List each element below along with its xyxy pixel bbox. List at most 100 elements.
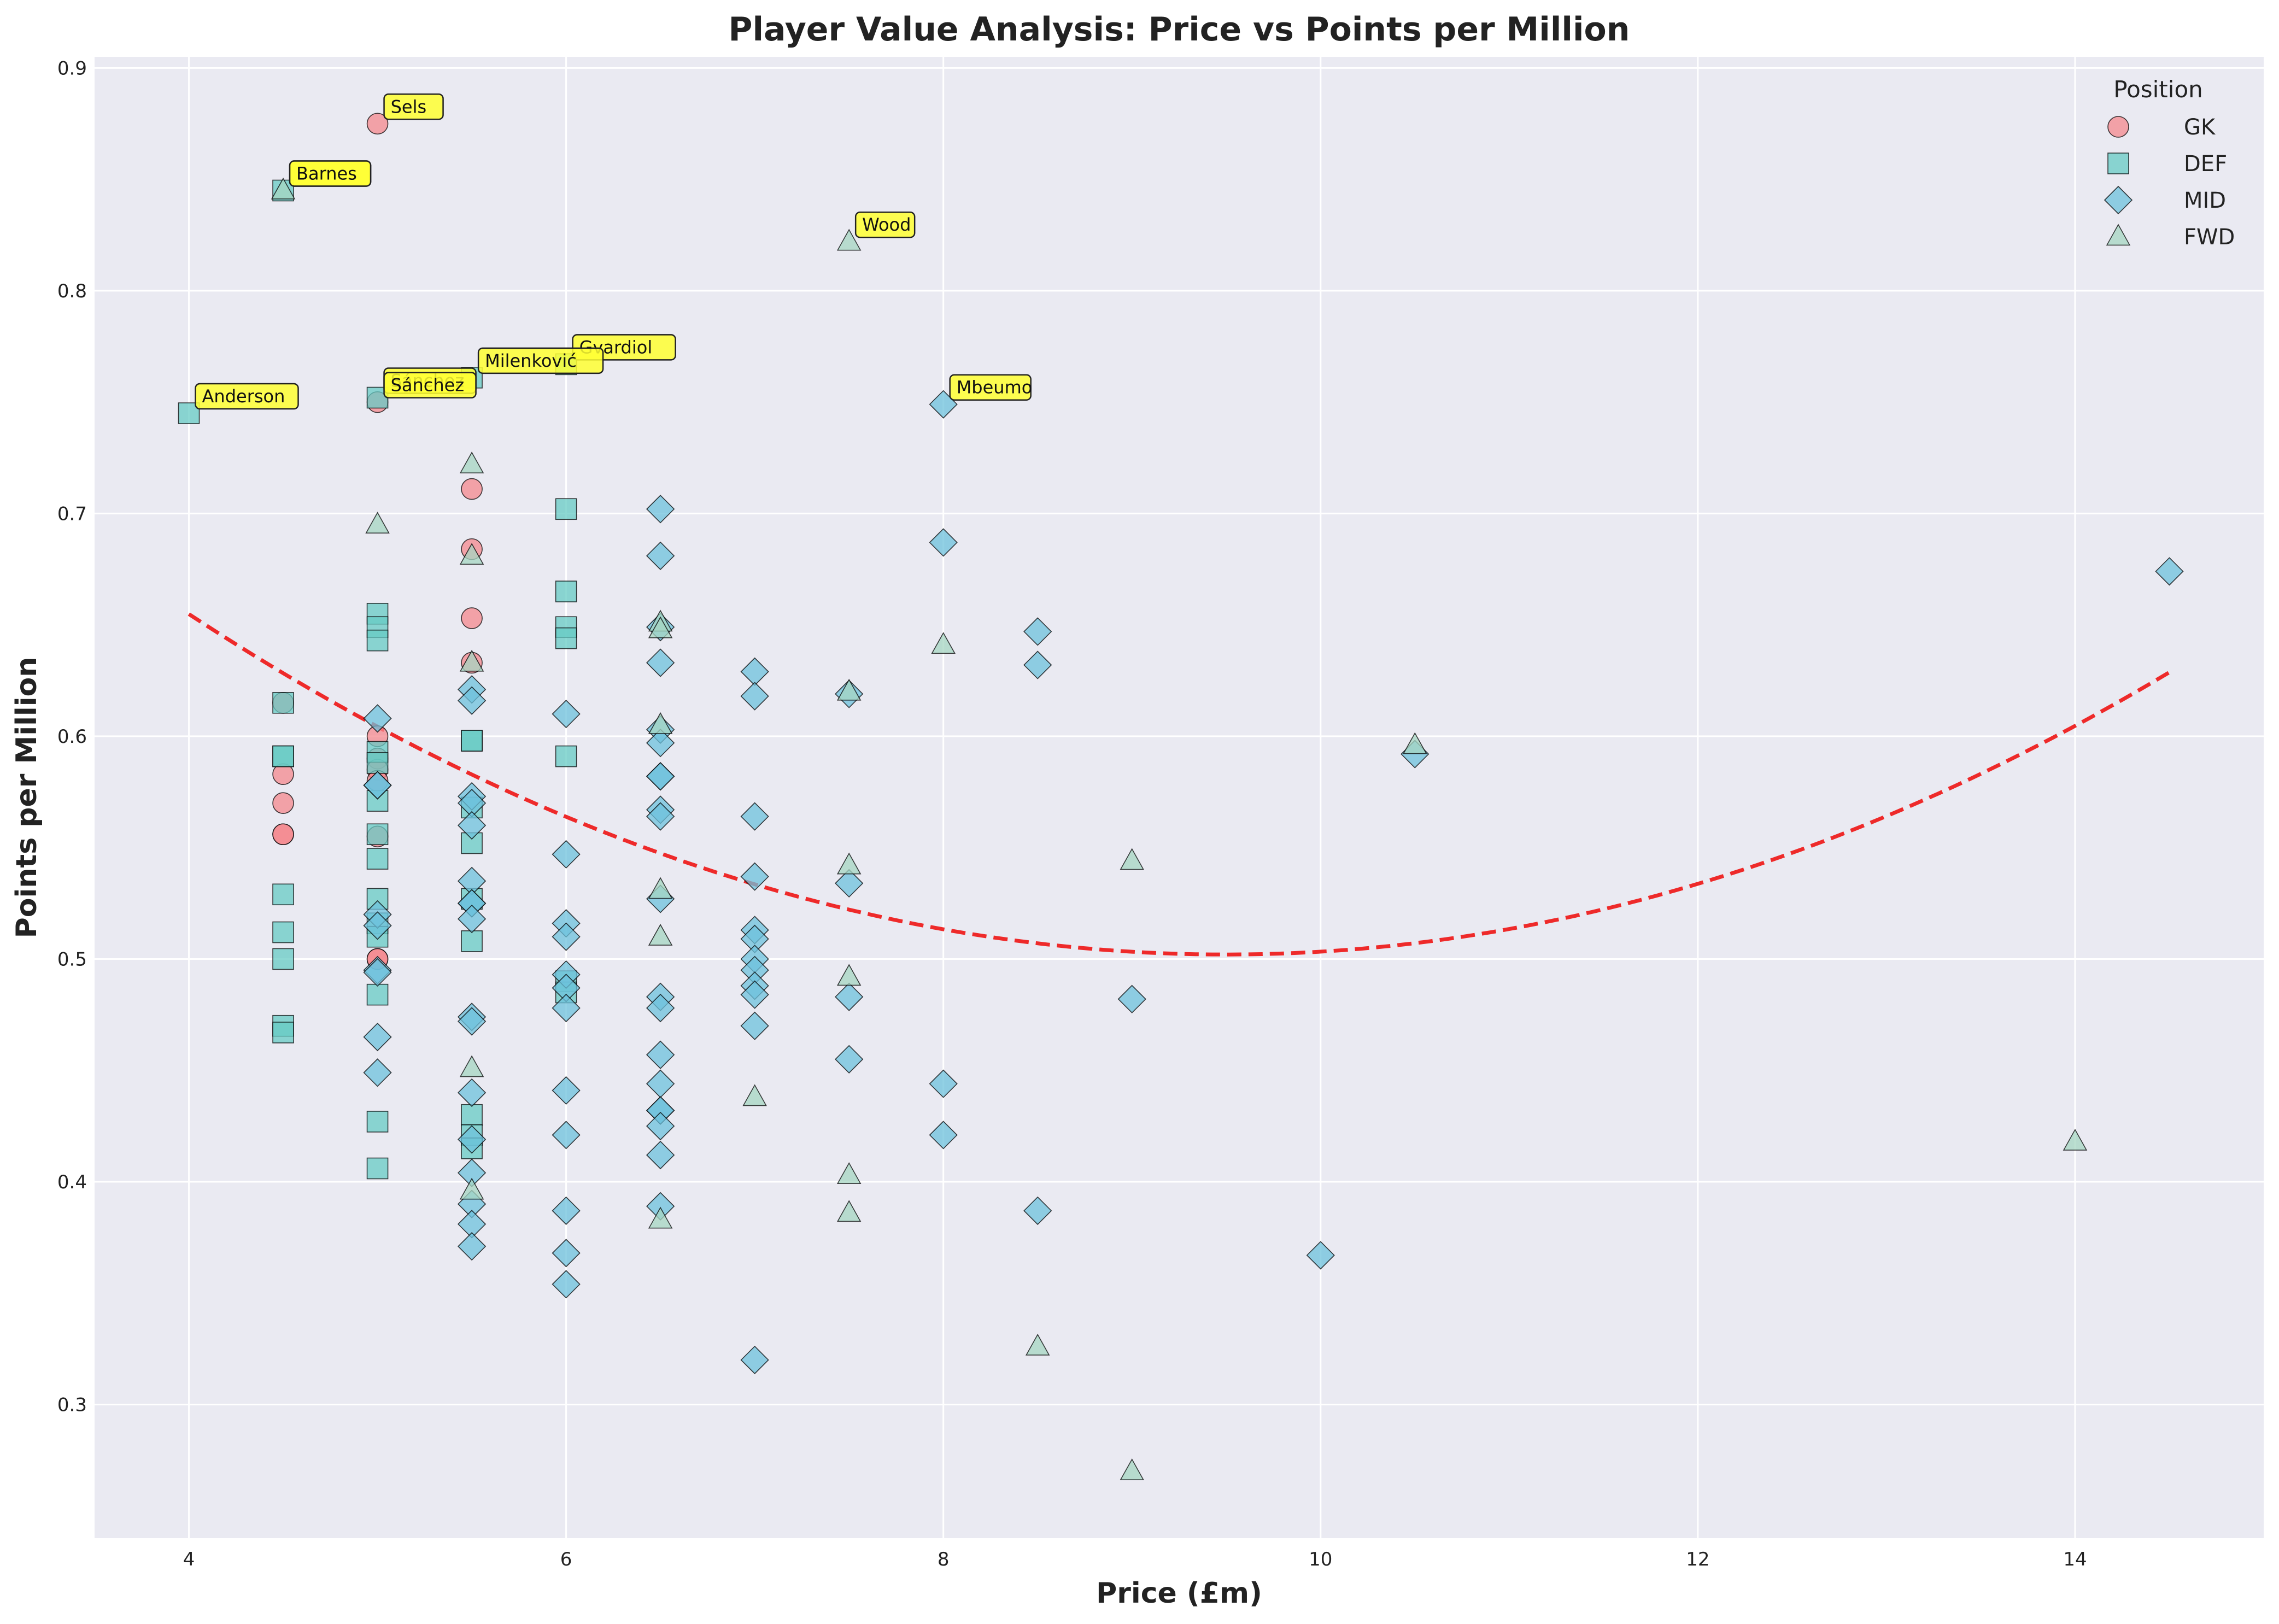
annotation-box <box>949 374 1032 401</box>
fwd-point <box>365 512 390 533</box>
x-tick-label: 12 <box>1686 1549 1709 1570</box>
annotation: Barnes <box>289 160 372 187</box>
mid-point <box>740 1011 769 1040</box>
fwd-point <box>836 228 862 251</box>
trend-line <box>188 612 2171 957</box>
annotation: Sánchez <box>383 372 477 398</box>
def-point <box>555 745 577 767</box>
x-tick-label: 14 <box>2063 1549 2087 1570</box>
mid-point <box>363 704 392 733</box>
trend-layer <box>188 612 2171 957</box>
fwd-point <box>836 852 862 875</box>
annotation-label: Wood <box>862 214 911 235</box>
y-tick-label: 0.8 <box>57 280 87 302</box>
mid-point <box>740 1345 769 1375</box>
def-point <box>272 692 294 714</box>
fwd-point <box>459 1055 484 1077</box>
def-point <box>366 848 389 870</box>
mid-point <box>646 1140 675 1170</box>
legend-marker-fwd <box>2106 224 2131 246</box>
annotation-box <box>383 372 477 398</box>
mid-point <box>552 1076 581 1105</box>
mid-point <box>740 682 769 711</box>
x-axis-label: Price (£m) <box>1096 1577 1262 1610</box>
annotation-box <box>383 93 444 120</box>
def-point <box>366 1111 389 1133</box>
mid-point <box>1306 1241 1335 1270</box>
mid-point <box>646 762 675 791</box>
series-mid <box>363 390 2184 1375</box>
def-point <box>272 1022 294 1043</box>
fwd-point <box>648 924 673 946</box>
plot-area <box>95 57 2264 1538</box>
fwd-point <box>836 964 862 986</box>
mid-point <box>1023 1196 1052 1226</box>
annotation-label: Sánchez <box>391 375 465 396</box>
mid-point <box>457 904 487 934</box>
def-point <box>555 581 577 602</box>
mid-point <box>552 922 581 951</box>
annotation-box <box>195 383 299 410</box>
x-tick-label: 6 <box>560 1549 572 1570</box>
mid-point <box>457 1007 487 1036</box>
mid-point <box>457 1078 487 1107</box>
mid-point <box>740 802 769 831</box>
annotation: Wood <box>854 211 916 238</box>
def-point <box>366 1157 389 1180</box>
annotation-box <box>854 211 916 238</box>
fwd-point <box>459 649 484 672</box>
mid-point <box>363 1022 392 1052</box>
def-point <box>366 823 389 846</box>
gk-point <box>366 113 389 135</box>
mid-point <box>552 1270 581 1299</box>
legend-marker-def <box>2107 153 2129 174</box>
fwd-point <box>1120 848 1145 870</box>
mid-point <box>929 1069 958 1098</box>
annotation: Anderson <box>195 383 299 410</box>
mid-point <box>646 648 675 677</box>
mid-point <box>457 686 487 715</box>
mid-point <box>646 802 675 831</box>
legend-label-mid: MID <box>2184 188 2226 213</box>
fwd-point <box>648 877 673 899</box>
mid-point <box>457 1125 487 1154</box>
fwd-point <box>1025 1333 1050 1356</box>
mid-point <box>646 729 675 758</box>
def-point <box>272 948 294 970</box>
annotation-label: Sels <box>391 96 427 117</box>
y-tick-label: 0.3 <box>57 1394 87 1416</box>
fwd-point <box>459 1177 484 1200</box>
def-point <box>272 745 294 767</box>
fwd-point <box>648 616 673 638</box>
legend-label-gk: GK <box>2184 115 2216 140</box>
fwd-point <box>1120 1458 1145 1480</box>
mid-point <box>835 869 864 898</box>
mid-point <box>457 811 487 840</box>
legend: Position GK DEF MID FWD <box>2104 76 2235 250</box>
y-tick-label: 0.5 <box>57 948 87 970</box>
def-point <box>366 752 389 774</box>
fwd-point <box>836 1162 862 1184</box>
mid-point <box>552 700 581 729</box>
def-point <box>555 498 577 520</box>
def-point <box>366 629 389 652</box>
fwd-point <box>648 1206 673 1229</box>
mid-point <box>552 993 581 1023</box>
fwd-point <box>459 543 484 565</box>
x-tick-label: 8 <box>938 1549 950 1570</box>
y-tick-label: 0.7 <box>57 503 87 525</box>
def-point <box>272 883 294 906</box>
annotation-box <box>289 160 372 187</box>
fwd-point <box>836 1200 862 1222</box>
mid-point <box>552 1196 581 1226</box>
mid-point <box>835 1045 864 1074</box>
chart-title: Player Value Analysis: Price vs Points p… <box>729 10 1630 49</box>
mid-point <box>363 1058 392 1087</box>
annotation-box <box>477 347 604 374</box>
annotation-label: Mbeumo <box>957 377 1033 398</box>
tick-layer: 4 6 8 10 12 14 0.3 0.4 0.5 0.6 0.7 0.8 0.9 <box>57 57 2087 1570</box>
mid-point <box>1023 617 1052 646</box>
def-point <box>272 921 294 943</box>
y-tick-label: 0.4 <box>57 1171 87 1193</box>
